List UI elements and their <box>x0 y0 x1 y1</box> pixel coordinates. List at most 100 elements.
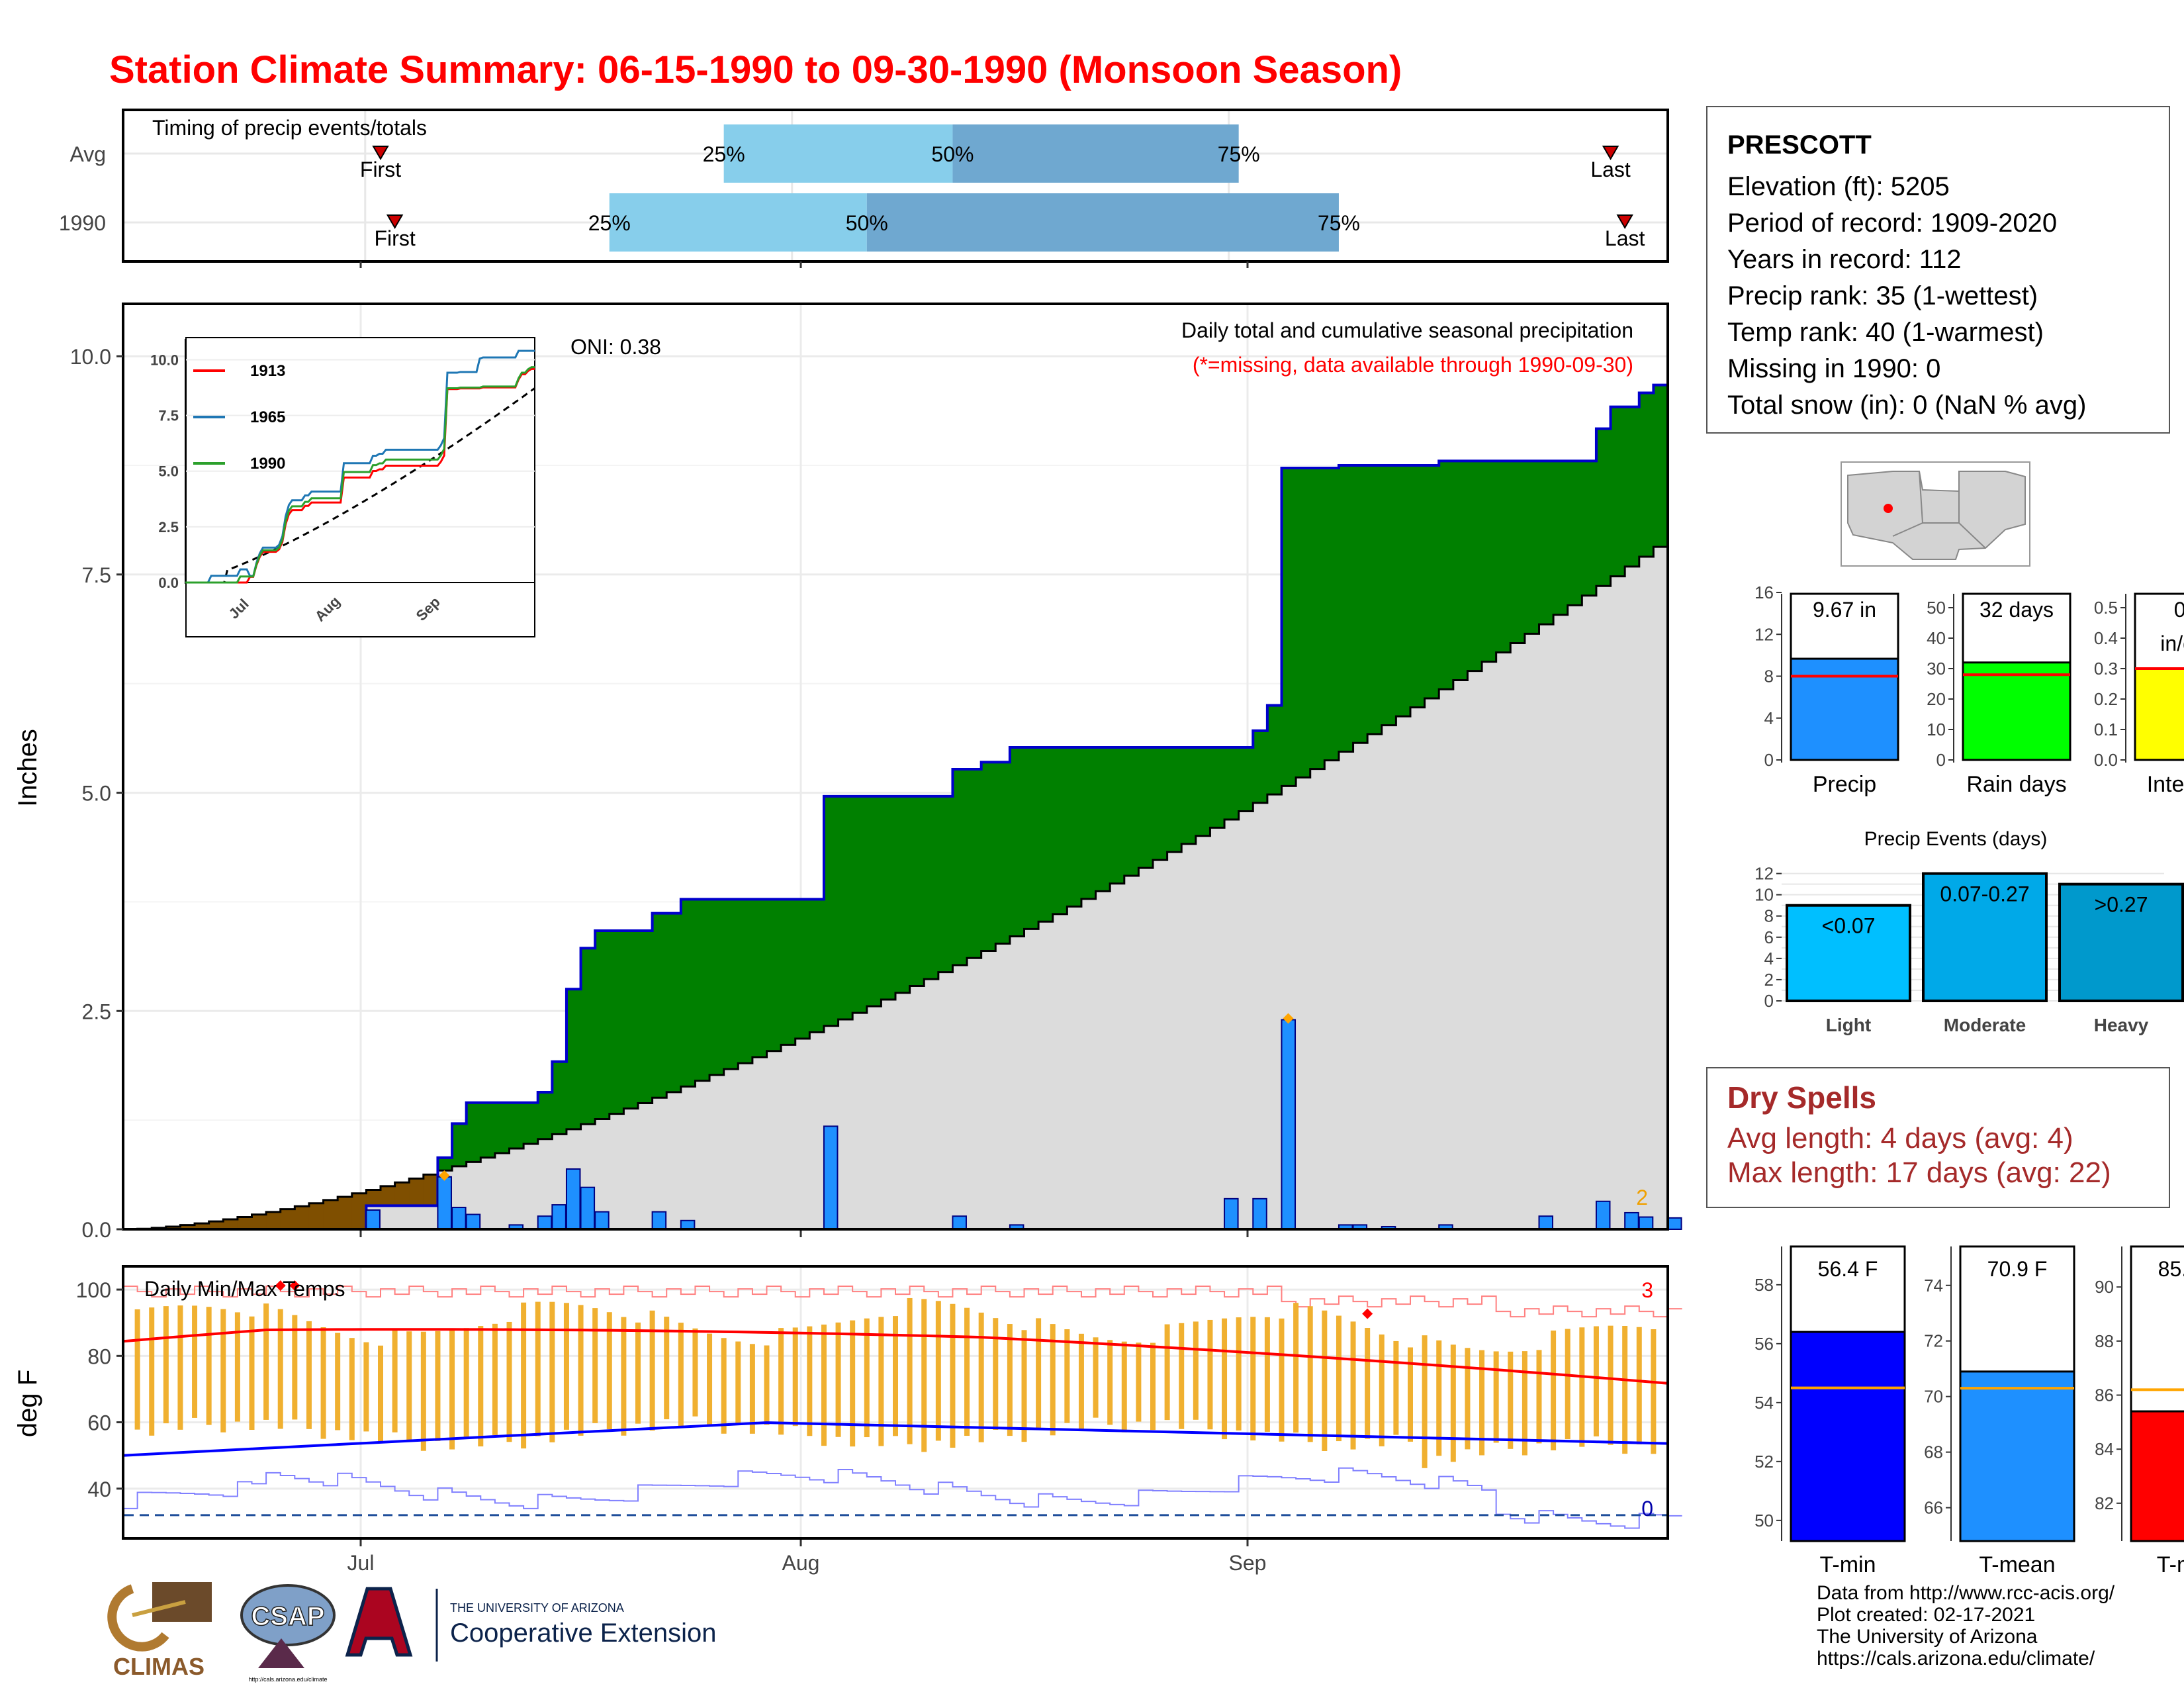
temp-value-label: 56.4 F <box>1818 1257 1878 1281</box>
deficit-area <box>338 1196 353 1229</box>
deficit-area <box>251 1214 267 1229</box>
surplus-area <box>1381 465 1396 726</box>
quartile-50-75-bar <box>866 193 1339 252</box>
deficit-area <box>208 1221 224 1229</box>
y-tick-label: 4 <box>1764 949 1774 968</box>
y-tick-label: 12 <box>1754 864 1774 884</box>
surplus-area <box>1496 461 1511 653</box>
y-tick-label: 0 <box>1764 750 1774 770</box>
event-bar <box>1922 872 2048 1002</box>
surplus-area <box>1253 730 1268 803</box>
y-tick-label: 72 <box>1924 1331 1943 1351</box>
station-location-marker <box>1884 504 1893 513</box>
surplus-area <box>1138 747 1154 868</box>
daily-temp-range-bar <box>1579 1327 1585 1447</box>
daily-temp-range-bar <box>249 1316 255 1430</box>
deficit-area <box>237 1217 253 1229</box>
surplus-area <box>1281 467 1297 786</box>
y-tick-label: 2.5 <box>82 1000 111 1023</box>
last-marker <box>1602 146 1619 160</box>
events-title: Precip Events (days) <box>1864 828 2048 850</box>
avg-min-temp-line <box>122 1421 1668 1457</box>
daily-precip-bar <box>1538 1215 1554 1231</box>
p25-label: 25% <box>588 211 631 235</box>
daily-temp-range-bar <box>1422 1335 1428 1468</box>
daily-temp-range-bar <box>1322 1310 1328 1451</box>
daily-temp-range-bar <box>1021 1330 1027 1442</box>
credit-line: Plot created: 02-17-2021 <box>1817 1604 2036 1626</box>
surplus-area <box>1181 747 1197 844</box>
page-title: Station Climate Summary: 06-15-1990 to 0… <box>109 48 1402 91</box>
daily-temp-range-bar <box>635 1322 641 1424</box>
daily-temp-range-bar <box>592 1308 598 1423</box>
daily-temp-range-bar <box>1293 1303 1299 1433</box>
daily-temp-range-bar <box>1651 1329 1657 1454</box>
avg-cumulative-line <box>123 537 1669 1231</box>
daily-precip-bar <box>1667 1217 1682 1231</box>
event-bar-label: 0.07-0.27 <box>1940 882 2029 906</box>
surplus-area <box>852 796 868 1013</box>
daily-temp-range-bar <box>749 1344 755 1434</box>
daily-temp-range-bar <box>492 1323 498 1435</box>
precip-caption: Daily total and cumulative seasonal prec… <box>1181 318 1633 342</box>
quartile-25-50-bar <box>609 193 867 252</box>
surplus-area <box>709 899 725 1075</box>
daily-temp-range-bar <box>907 1297 913 1444</box>
temp-panel-frame <box>122 1265 1669 1540</box>
event-category: Heavy <box>2094 1015 2149 1035</box>
season-bar-name: Intensity <box>2147 772 2184 797</box>
csap-url: http://cals.arizona.edu/climate <box>248 1676 327 1683</box>
daily-temp-range-bar <box>1136 1342 1142 1422</box>
season-bar <box>1962 661 2071 761</box>
daily-temp-range-bar <box>1336 1315 1342 1442</box>
y-tick-label: 8 <box>1764 906 1774 926</box>
surplus-area <box>566 989 582 1129</box>
p50-label: 50% <box>931 142 974 166</box>
daily-temp-range-bar <box>1536 1350 1542 1444</box>
y-tick-label: 20 <box>1927 689 1946 709</box>
daily-temp-range-bar <box>1193 1321 1199 1420</box>
station-line: Temp rank: 40 (1-warmest) <box>1727 318 2044 347</box>
surplus-area <box>1009 747 1025 937</box>
daily-temp-range-bar <box>192 1305 198 1418</box>
y-tick-label: 84 <box>2095 1439 2114 1459</box>
surplus-area <box>1653 385 1668 547</box>
daily-temp-range-bar <box>1465 1348 1471 1450</box>
daily-temp-range-bar <box>664 1317 670 1420</box>
inset-y-tick: 10.0 <box>150 352 179 368</box>
daily-temp-range-bar <box>864 1318 870 1438</box>
daily-precip-bar <box>465 1213 481 1230</box>
surplus-area <box>1310 467 1325 769</box>
surplus-area <box>1195 747 1211 836</box>
daily-temp-range-bar <box>1365 1328 1371 1439</box>
temp-value-label: 85.4 F <box>2158 1257 2184 1281</box>
daily-temp-range-bar <box>478 1326 484 1447</box>
deficit-area <box>266 1211 281 1229</box>
surplus-area <box>795 899 810 1039</box>
surplus-area <box>638 930 653 1103</box>
y-tick-label: 68 <box>1924 1442 1943 1462</box>
credit-line: Data from http://www.rcc-acis.org/ <box>1817 1582 2115 1604</box>
daily-precip-bar <box>651 1211 667 1231</box>
daily-temp-range-bar <box>1636 1327 1642 1444</box>
credits: Data from http://www.rcc-acis.org/ Plot … <box>1817 1582 2115 1669</box>
surplus-area <box>1424 465 1439 698</box>
surplus-area <box>1110 747 1125 884</box>
p75-label: 75% <box>1318 211 1360 235</box>
corner-count: 2 <box>1636 1186 1648 1209</box>
daily-temp-range-bar <box>1121 1341 1127 1432</box>
y-tick-label: 0.1 <box>2094 720 2118 739</box>
hot-count: 3 <box>1641 1278 1653 1302</box>
daily-temp-range-bar <box>1622 1325 1628 1454</box>
daily-precip-bar <box>1281 1019 1297 1230</box>
deficit-area <box>394 1182 410 1206</box>
surplus-area <box>1524 461 1540 634</box>
surplus-area <box>1467 461 1482 671</box>
surplus-area <box>1024 747 1039 929</box>
daily-temp-range-bar <box>1479 1350 1485 1456</box>
surplus-area <box>1052 747 1068 914</box>
last-label: Last <box>1590 158 1631 181</box>
daily-temp-range-bar <box>993 1318 999 1430</box>
daily-precip-bar <box>451 1207 467 1231</box>
surplus-area <box>1267 705 1283 795</box>
